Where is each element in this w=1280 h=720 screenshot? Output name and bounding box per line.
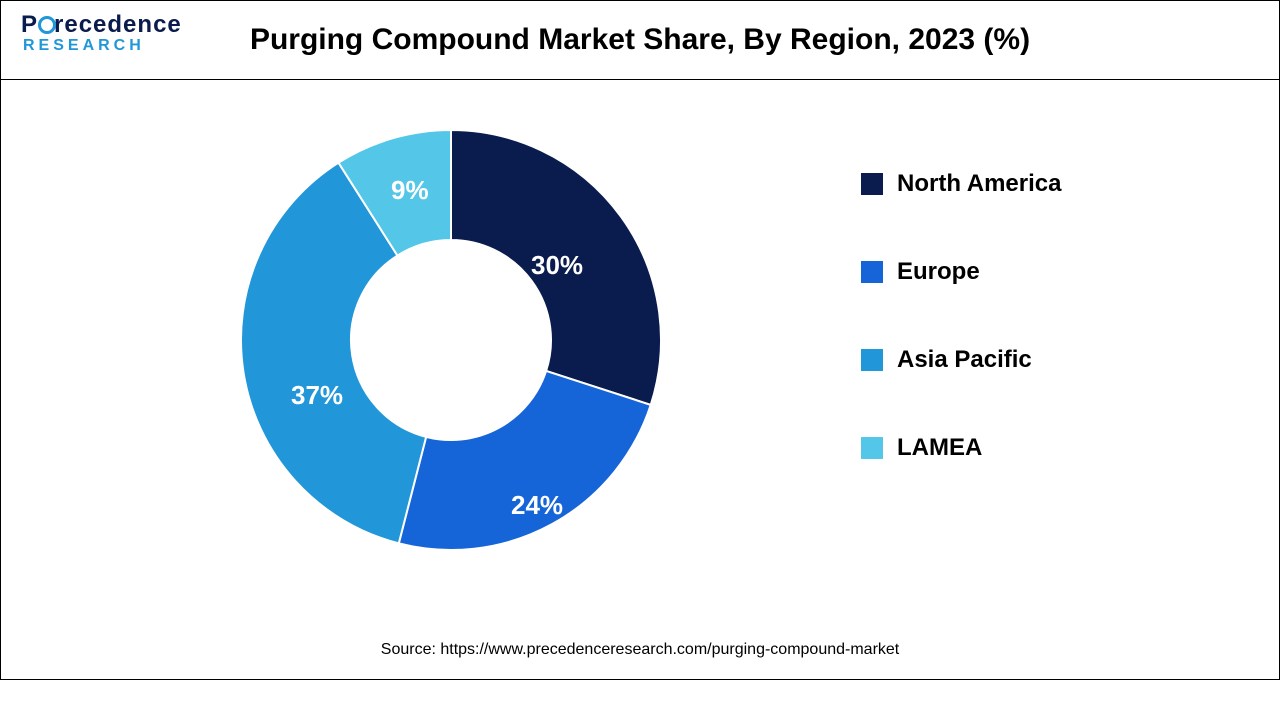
- header-bar: Precedence RESEARCH Purging Compound Mar…: [0, 0, 1280, 80]
- legend-label: Europe: [897, 258, 980, 286]
- logo-ring-icon: [38, 16, 56, 34]
- slice-value-label: 30%: [531, 250, 583, 281]
- slice-value-label: 37%: [291, 380, 343, 411]
- logo: Precedence RESEARCH: [21, 11, 221, 55]
- donut-slice: [399, 371, 651, 550]
- slice-value-label: 9%: [391, 175, 429, 206]
- legend-swatch: [861, 349, 883, 371]
- legend-label: North America: [897, 170, 1061, 198]
- chart-area: 30% 24% 37% 9% North America Europe Asia Paci…: [0, 80, 1280, 680]
- donut-chart: 30% 24% 37% 9%: [231, 120, 671, 560]
- legend: North America Europe Asia Pacific LAMEA: [861, 170, 1161, 522]
- legend-item: LAMEA: [861, 434, 1161, 462]
- donut-svg: [231, 120, 671, 560]
- legend-swatch: [861, 437, 883, 459]
- legend-item: Asia Pacific: [861, 346, 1161, 374]
- legend-item: Europe: [861, 258, 1161, 286]
- logo-rest: recedence: [54, 11, 182, 38]
- legend-label: LAMEA: [897, 434, 982, 462]
- logo-bottom-line: RESEARCH: [23, 37, 221, 55]
- legend-item: North America: [861, 170, 1161, 198]
- source-line: Source: https://www.precedenceresearch.c…: [1, 641, 1279, 659]
- legend-label: Asia Pacific: [897, 346, 1032, 374]
- legend-swatch: [861, 261, 883, 283]
- logo-top-line: Precedence: [21, 11, 221, 39]
- legend-swatch: [861, 173, 883, 195]
- slice-value-label: 24%: [511, 490, 563, 521]
- logo-p-letter: P: [21, 11, 38, 38]
